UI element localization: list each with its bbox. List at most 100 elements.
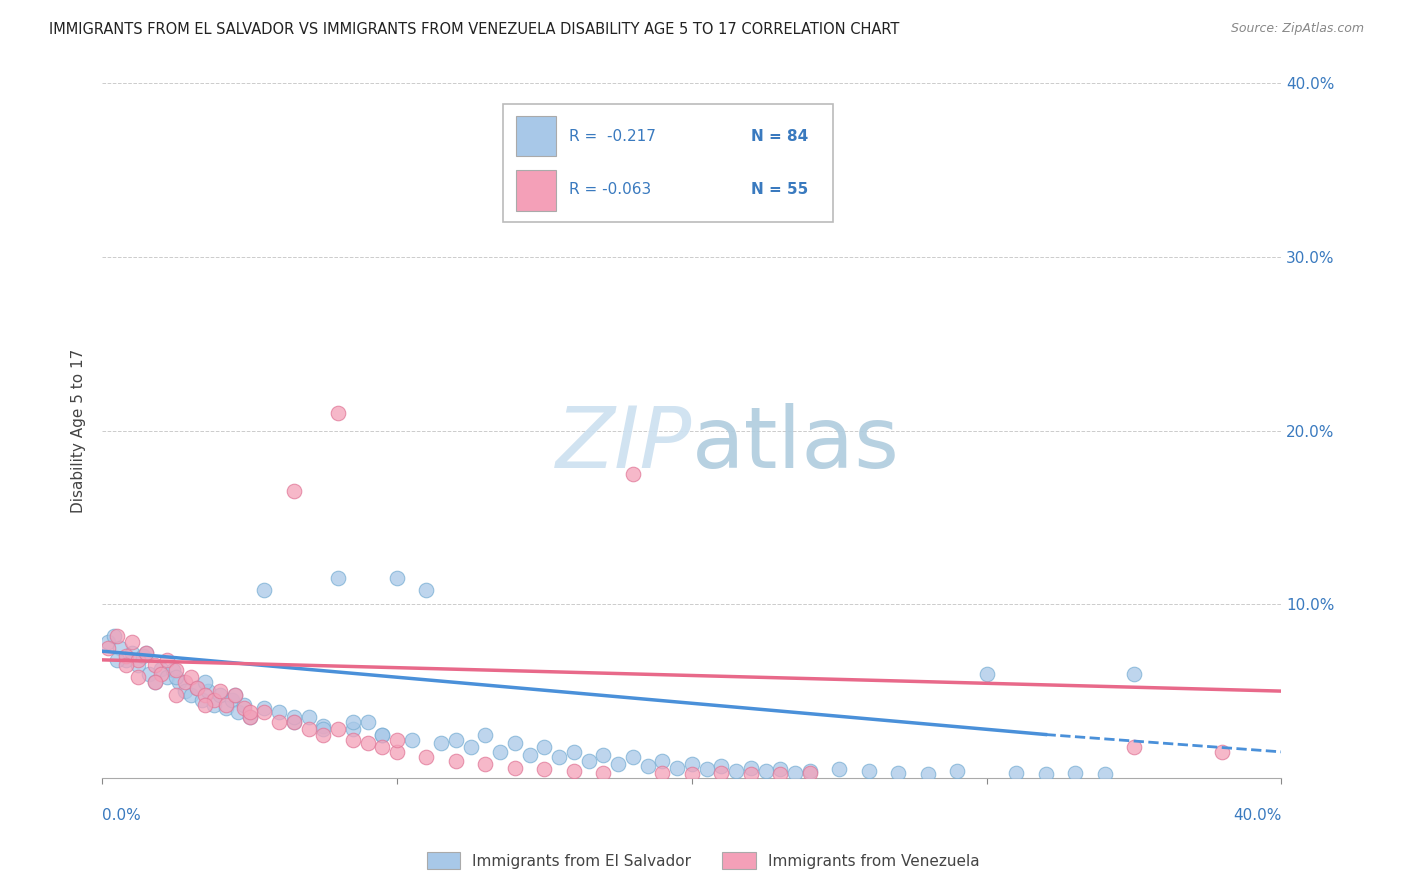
Point	[132, 649, 155, 664]
Point	[114, 658, 136, 673]
Point	[740, 767, 762, 781]
Point	[371, 739, 394, 754]
Point	[253, 701, 276, 715]
Point	[356, 736, 378, 750]
Point	[621, 467, 644, 481]
Point	[681, 757, 703, 772]
Point	[621, 750, 644, 764]
Point	[1094, 767, 1116, 781]
Point	[194, 698, 217, 712]
Text: IMMIGRANTS FROM EL SALVADOR VS IMMIGRANTS FROM VENEZUELA DISABILITY AGE 5 TO 17 : IMMIGRANTS FROM EL SALVADOR VS IMMIGRANT…	[49, 22, 900, 37]
Point	[312, 719, 335, 733]
Point	[253, 583, 276, 598]
Point	[215, 698, 238, 712]
Text: atlas: atlas	[692, 403, 900, 486]
Point	[503, 736, 526, 750]
Point	[312, 723, 335, 737]
Point	[143, 658, 166, 673]
Point	[976, 666, 998, 681]
Point	[401, 732, 423, 747]
Point	[186, 681, 208, 695]
Point	[283, 484, 305, 499]
Point	[209, 684, 232, 698]
Point	[239, 710, 262, 724]
Point	[138, 666, 160, 681]
Point	[724, 764, 747, 778]
Point	[1123, 666, 1146, 681]
Point	[651, 765, 673, 780]
Point	[103, 629, 125, 643]
Point	[1123, 739, 1146, 754]
Point	[156, 670, 179, 684]
Point	[165, 670, 187, 684]
Point	[191, 693, 214, 707]
Point	[127, 670, 149, 684]
Point	[267, 705, 290, 719]
Point	[783, 765, 806, 780]
Point	[267, 715, 290, 730]
Point	[371, 727, 394, 741]
Text: 0.0%: 0.0%	[103, 808, 141, 823]
Point	[197, 684, 219, 698]
Point	[283, 715, 305, 730]
Point	[444, 754, 467, 768]
Point	[385, 732, 408, 747]
Point	[239, 705, 262, 719]
Point	[253, 705, 276, 719]
Point	[696, 762, 718, 776]
Point	[1064, 765, 1087, 780]
Point	[385, 745, 408, 759]
Point	[180, 670, 202, 684]
Point	[503, 760, 526, 774]
Point	[186, 681, 208, 695]
Text: 40.0%: 40.0%	[1233, 808, 1281, 823]
Point	[165, 663, 187, 677]
Point	[283, 710, 305, 724]
Point	[562, 745, 585, 759]
Point	[232, 701, 254, 715]
Point	[342, 723, 364, 737]
Point	[105, 629, 128, 643]
Point	[232, 698, 254, 712]
Point	[548, 750, 571, 764]
Point	[108, 640, 131, 655]
Point	[194, 688, 217, 702]
Point	[519, 748, 541, 763]
Point	[356, 715, 378, 730]
Point	[946, 764, 969, 778]
Point	[239, 710, 262, 724]
Point	[474, 727, 496, 741]
Point	[887, 765, 910, 780]
Point	[799, 765, 821, 780]
Point	[799, 764, 821, 778]
Point	[127, 653, 149, 667]
Point	[474, 757, 496, 772]
Point	[165, 688, 187, 702]
Point	[637, 758, 659, 772]
Point	[209, 688, 232, 702]
Point	[592, 748, 614, 763]
Point	[342, 715, 364, 730]
Legend: Immigrants from El Salvador, Immigrants from Venezuela: Immigrants from El Salvador, Immigrants …	[420, 846, 986, 875]
Point	[666, 760, 689, 774]
Point	[607, 757, 630, 772]
Point	[202, 693, 225, 707]
Y-axis label: Disability Age 5 to 17: Disability Age 5 to 17	[72, 349, 86, 513]
Point	[297, 723, 319, 737]
Point	[180, 688, 202, 702]
Point	[415, 583, 437, 598]
Text: Source: ZipAtlas.com: Source: ZipAtlas.com	[1230, 22, 1364, 36]
Point	[202, 698, 225, 712]
Point	[224, 688, 246, 702]
Point	[385, 571, 408, 585]
Point	[97, 635, 120, 649]
Point	[224, 688, 246, 702]
Point	[167, 675, 190, 690]
Point	[371, 727, 394, 741]
Point	[135, 646, 157, 660]
Point	[326, 406, 349, 420]
Point	[97, 640, 120, 655]
Point	[326, 571, 349, 585]
Point	[1005, 765, 1028, 780]
Point	[143, 675, 166, 690]
